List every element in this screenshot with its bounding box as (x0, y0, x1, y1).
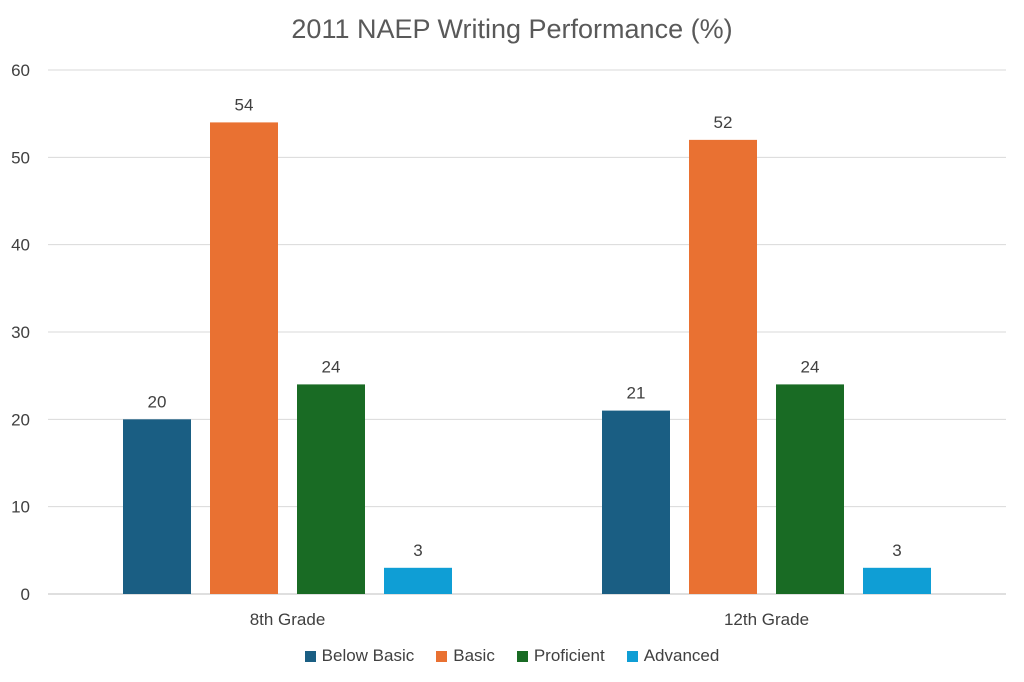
y-tick-label: 20 (11, 410, 30, 429)
bar (689, 139, 757, 594)
legend-item: Basic (436, 646, 495, 666)
data-label: 24 (801, 357, 820, 376)
legend-item: Advanced (626, 646, 720, 666)
bar (863, 567, 931, 594)
y-tick-label: 40 (11, 236, 30, 255)
data-label: 3 (892, 541, 901, 560)
x-tick-label: 12th Grade (724, 610, 809, 629)
y-tick-label: 50 (11, 148, 30, 167)
bar (384, 567, 452, 594)
y-tick-label: 0 (21, 585, 30, 604)
data-label: 52 (714, 113, 733, 132)
data-label: 21 (627, 384, 646, 403)
y-tick-label: 60 (11, 61, 30, 80)
legend-swatch (516, 650, 528, 662)
legend-label: Basic (453, 646, 495, 665)
chart-title: 2011 NAEP Writing Performance (%) (291, 14, 733, 44)
legend-item: Proficient (516, 646, 605, 666)
legend-label: Proficient (533, 646, 605, 665)
legend-swatch (304, 650, 316, 662)
x-tick-label: 8th Grade (250, 610, 326, 629)
y-tick-label: 30 (11, 323, 30, 342)
bar (123, 419, 191, 594)
bar (297, 384, 365, 594)
data-label: 20 (148, 392, 167, 411)
bar-chart: 0 10 20 30 40 50 60 20 54 24 3 8th Grade 21 52 24 3 12th… (11, 61, 1006, 629)
legend-swatch (626, 650, 638, 662)
legend-swatch (436, 650, 448, 662)
legend-label: Below Basic (321, 646, 415, 665)
bar (210, 122, 278, 595)
legend: Below Basic Basic Proficient Advanced (0, 646, 1024, 666)
data-label: 54 (235, 95, 254, 114)
legend-item: Below Basic (304, 646, 415, 666)
y-tick-label: 10 (11, 498, 30, 517)
legend-label: Advanced (643, 646, 720, 665)
bar (776, 384, 844, 594)
bar (602, 410, 670, 594)
data-label: 3 (413, 541, 422, 560)
data-label: 24 (322, 357, 341, 376)
